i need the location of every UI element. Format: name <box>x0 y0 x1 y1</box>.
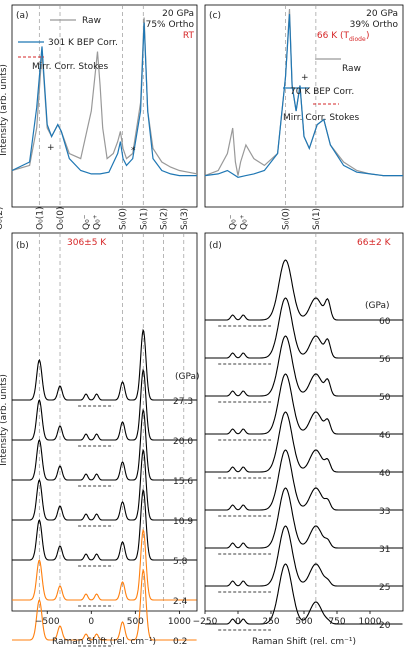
spectrum-d-46 <box>205 373 403 435</box>
x-tick-label: −250 <box>193 617 218 627</box>
panel-c-annot-3-close: ) <box>366 31 370 41</box>
legend-c-raw: Raw <box>342 64 361 74</box>
pressure-label-d: 46 <box>379 431 391 441</box>
line-label-b: S₀(2) <box>160 208 170 230</box>
legend-c-mirr: Mirr. Corr. Stokes <box>283 113 360 123</box>
spectrum-b-0.2 <box>12 568 197 641</box>
panel-a-annot-3: RT <box>183 31 195 41</box>
pressure-label-d: 60 <box>379 317 391 327</box>
line-label-b: Q₀⁺ <box>93 214 103 230</box>
line-label-b: O₀(0) <box>56 207 66 230</box>
panel-b: 27.3 20.0 15.6 10.9 5.8 2.4 0.2 (b) 306±5 K (G… <box>11 232 200 647</box>
pressure-label-d: 40 <box>379 469 391 479</box>
legend-c-bep: 70 K BEP Corr. <box>290 87 354 97</box>
panel-b-pressure-header: (GPa) <box>175 372 200 382</box>
panel-d: 60 56 50 46 40 33 31 25 20 (d) 66±2 K (GPa) −250… <box>193 232 404 647</box>
mark-star: * <box>131 146 136 156</box>
spectrum-b-27.3 <box>12 328 197 401</box>
panel-d-pressure-header: (GPa) <box>365 301 390 311</box>
line-label-b: S₀(0) <box>119 208 129 230</box>
series-c-1 <box>204 14 403 178</box>
spectrum-d-31 <box>205 487 403 549</box>
pressure-label-d: 31 <box>379 545 390 555</box>
spectrum-d-20 <box>205 563 403 625</box>
panel-a-frame <box>11 4 198 208</box>
spectrum-d-33 <box>205 449 403 511</box>
panel-d-title: 66±2 K <box>357 238 392 248</box>
line-label-b: S₀(1) <box>139 208 149 230</box>
line-label-d: Q₀⁺ <box>239 214 249 230</box>
panel-a-annot-1: 20 GPa <box>162 9 194 19</box>
pressure-label-d: 56 <box>379 355 391 365</box>
ylabel-top: Intensity (arb. units) <box>0 64 9 156</box>
mark-plus-c: + <box>301 73 309 83</box>
x-tick-label: 500 <box>127 617 144 627</box>
spectrum-b-15.6 <box>12 408 197 481</box>
panel-c-annot-3-sub: diode <box>349 36 366 43</box>
spectrum-d-56 <box>205 297 403 359</box>
panel-a-annot-2: 75% Ortho <box>146 20 195 30</box>
pressure-label-b: 20.0 <box>173 437 193 447</box>
line-label-b: O₀(1) <box>35 207 45 230</box>
series-a-1 <box>11 22 197 177</box>
spectrum-d-25 <box>205 525 403 587</box>
ylabel-bottom: Intensity (arb. units) <box>0 374 9 466</box>
panel-b-xlabel: Raman Shift (rel. cm⁻¹) <box>52 637 156 647</box>
panel-c-annot-1: 20 GPa <box>366 9 398 19</box>
line-label-b: Q₀⁻ <box>82 214 92 230</box>
legend-a-raw: Raw <box>82 16 101 26</box>
panel-c-annot-2: 39% Ortho <box>350 20 399 30</box>
spectrum-d-40 <box>205 411 403 473</box>
panel-c-annot-3: 66 K (T <box>317 31 350 41</box>
x-tick-label: 750 <box>328 617 345 627</box>
x-tick-label: 0 <box>88 617 94 627</box>
mark-plus: + <box>47 143 55 153</box>
pressure-label-d: 33 <box>379 507 390 517</box>
pressure-label-d: 25 <box>379 583 390 593</box>
spectrum-d-60 <box>205 259 403 321</box>
pressure-label-b: 5.8 <box>173 557 188 567</box>
panel-b-title: 306±5 K <box>67 238 107 248</box>
panel-a: (a) 20 GPa 75% Ortho RT Raw 301 K BEP Co… <box>11 4 198 208</box>
x-tick-label: 500 <box>295 617 312 627</box>
panel-a-label: (a) <box>16 11 29 21</box>
line-label-d: S₀(1) <box>312 208 322 230</box>
spectrum-b-5.8 <box>12 488 197 561</box>
pressure-label-b: 10.9 <box>173 517 193 527</box>
x-tick-label: −500 <box>35 617 60 627</box>
panel-b-label: (b) <box>16 241 29 251</box>
line-label-d: Q₀⁻ <box>229 214 239 230</box>
x-tick-label: 250 <box>262 617 279 627</box>
x-tick-label: 1000 <box>359 617 382 627</box>
panel-d-label: (d) <box>209 241 222 251</box>
panel-d-xlabel: Raman Shift (rel. cm⁻¹) <box>252 637 356 647</box>
pressure-label-d: 20 <box>379 621 391 631</box>
pressure-label-b: 0.2 <box>173 637 187 647</box>
panel-c: (c) 20 GPa 39% Ortho 66 K (T diode ) Raw… <box>204 4 404 208</box>
spectrum-d-50 <box>205 335 403 397</box>
panel-c-label: (c) <box>209 11 221 21</box>
line-label-b: S₀(3) <box>180 208 190 230</box>
pressure-label-b: 15.6 <box>173 477 193 487</box>
spectrum-b-2.4 <box>12 528 197 601</box>
pressure-label-d: 50 <box>379 393 391 403</box>
x-tick-label: 1000 <box>168 617 191 627</box>
panel-b-frame <box>11 232 198 612</box>
pressure-label-b: 2.4 <box>173 597 188 607</box>
spectrum-b-10.9 <box>12 448 197 521</box>
legend-a-mirr: Mirr. Corr. Stokes <box>32 62 109 72</box>
legend-a-bep: 301 K BEP Corr. <box>48 38 118 48</box>
line-label-b: O₀(2) <box>0 207 5 230</box>
line-label-d: S₀(0) <box>282 208 292 230</box>
spectrum-b-20.0 <box>12 368 197 441</box>
panel-c-frame <box>204 4 404 208</box>
pressure-label-b: 27.3 <box>173 397 193 407</box>
x-tick-label: 0 <box>235 617 241 627</box>
